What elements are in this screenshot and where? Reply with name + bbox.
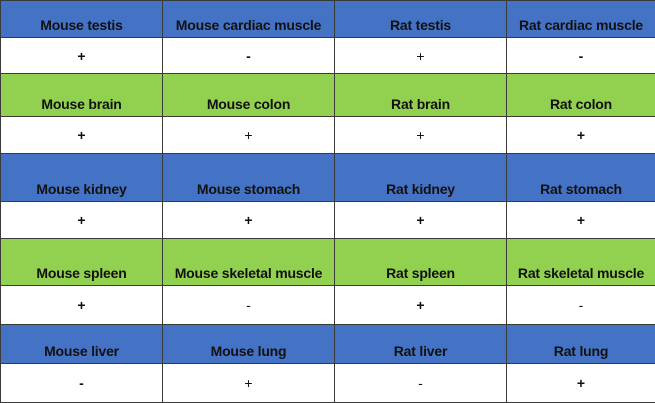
expression-value-row: - + - + bbox=[0, 362, 655, 403]
tissue-label-rat-brain: Rat brain bbox=[334, 73, 507, 117]
tissue-label-rat-liver: Rat liver bbox=[334, 323, 507, 364]
expression-value-mouse-cardiac-muscle: - bbox=[162, 37, 335, 75]
expression-value-mouse-liver: - bbox=[0, 362, 163, 403]
tissue-label-mouse-testis: Mouse testis bbox=[0, 0, 163, 39]
expression-value-rat-brain: + bbox=[334, 115, 507, 154]
tissue-label-row: Mouse testis Mouse cardiac muscle Rat test… bbox=[0, 0, 655, 39]
tissue-label-mouse-lung: Mouse lung bbox=[162, 323, 335, 364]
expression-value-mouse-lung: + bbox=[162, 362, 335, 403]
expression-value-mouse-colon: + bbox=[162, 115, 335, 154]
expression-value-mouse-skeletal-muscle: - bbox=[162, 285, 335, 325]
tissue-label-mouse-liver: Mouse liver bbox=[0, 323, 163, 364]
expression-value-rat-colon: + bbox=[506, 115, 655, 154]
expression-value-row: + + + + bbox=[0, 200, 655, 240]
expression-value-rat-kidney: + bbox=[334, 200, 507, 240]
expression-value-rat-testis: + bbox=[334, 37, 507, 75]
tissue-label-rat-lung: Rat lung bbox=[506, 323, 655, 364]
tissue-label-mouse-spleen: Mouse spleen bbox=[0, 238, 163, 287]
tissue-label-mouse-kidney: Mouse kidney bbox=[0, 152, 163, 202]
tissue-label-rat-stomach: Rat stomach bbox=[506, 152, 655, 202]
expression-value-rat-cardiac-muscle: - bbox=[506, 37, 655, 75]
expression-value-row: + - + - bbox=[0, 285, 655, 325]
expression-value-rat-lung: + bbox=[506, 362, 655, 403]
expression-value-rat-skeletal-muscle: - bbox=[506, 285, 655, 325]
expression-value-row: + - + - bbox=[0, 37, 655, 75]
tissue-label-rat-testis: Rat testis bbox=[334, 0, 507, 39]
expression-value-mouse-testis: + bbox=[0, 37, 163, 75]
tissue-label-mouse-stomach: Mouse stomach bbox=[162, 152, 335, 202]
tissue-label-rat-kidney: Rat kidney bbox=[334, 152, 507, 202]
tissue-label-row: Mouse spleen Mouse skeletal muscle Rat spl… bbox=[0, 238, 655, 287]
expression-value-rat-liver: - bbox=[334, 362, 507, 403]
tissue-label-row: Mouse liver Mouse lung Rat liver Rat lung bbox=[0, 323, 655, 364]
tissue-label-rat-colon: Rat colon bbox=[506, 73, 655, 117]
tissue-label-rat-cardiac-muscle: Rat cardiac muscle bbox=[506, 0, 655, 39]
expression-value-mouse-spleen: + bbox=[0, 285, 163, 325]
tissue-label-mouse-colon: Mouse colon bbox=[162, 73, 335, 117]
expression-value-rat-stomach: + bbox=[506, 200, 655, 240]
tissue-label-mouse-skeletal-muscle: Mouse skeletal muscle bbox=[162, 238, 335, 287]
expression-value-mouse-kidney: + bbox=[0, 200, 163, 240]
tissue-label-mouse-cardiac-muscle: Mouse cardiac muscle bbox=[162, 0, 335, 39]
expression-value-mouse-brain: + bbox=[0, 115, 163, 154]
tissue-label-rat-skeletal-muscle: Rat skeletal muscle bbox=[506, 238, 655, 287]
tissue-label-rat-spleen: Rat spleen bbox=[334, 238, 507, 287]
expression-value-mouse-stomach: + bbox=[162, 200, 335, 240]
expression-value-rat-spleen: + bbox=[334, 285, 507, 325]
tissue-label-mouse-brain: Mouse brain bbox=[0, 73, 163, 117]
expression-value-row: + + + + bbox=[0, 115, 655, 154]
tissue-label-row: Mouse brain Mouse colon Rat brain Rat colon bbox=[0, 73, 655, 117]
tissue-label-row: Mouse kidney Mouse stomach Rat kidney Rat s… bbox=[0, 152, 655, 202]
